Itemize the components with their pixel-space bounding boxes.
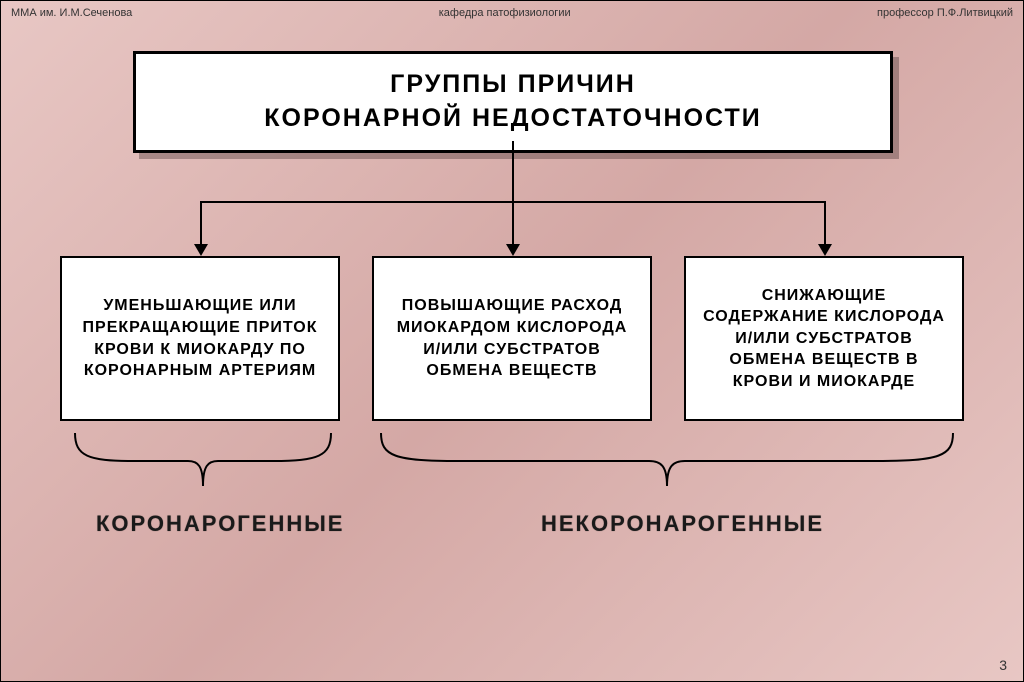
title-line-2: КОРОНАРНОЙ НЕДОСТАТОЧНОСТИ	[146, 102, 880, 136]
header-right: профессор П.Ф.Литвицкий	[877, 7, 1013, 19]
title-line-1: ГРУППЫ ПРИЧИН	[146, 68, 880, 102]
category-label-right: НЕКОРОНАРОГЕННЫЕ	[541, 511, 824, 537]
child-box-3: СНИЖАЮЩИЕ СОДЕРЖАНИЕ КИСЛОРОДА И/ИЛИ СУБ…	[684, 256, 964, 421]
category-label-left: КОРОНАРОГЕННЫЕ	[96, 511, 344, 537]
children-row: УМЕНЬШАЮЩИЕ ИЛИ ПРЕКРАЩАЮЩИЕ ПРИТОК КРОВ…	[1, 256, 1023, 421]
connector-stem	[512, 141, 514, 201]
child-box-2: ПОВЫШАЮЩИЕ РАСХОД МИОКАРДОМ КИСЛОРОДА И/…	[372, 256, 652, 421]
arrowhead-2	[506, 244, 520, 256]
connector-drop-2	[512, 201, 514, 245]
page-number: 3	[999, 657, 1007, 673]
brace-right	[379, 431, 955, 491]
brace-left	[73, 431, 333, 491]
connector-drop-1	[200, 201, 202, 245]
child-box-1: УМЕНЬШАЮЩИЕ ИЛИ ПРЕКРАЩАЮЩИЕ ПРИТОК КРОВ…	[60, 256, 340, 421]
header: ММА им. И.М.Сеченова кафедра патофизиоло…	[1, 1, 1023, 25]
slide: ММА им. И.М.Сеченова кафедра патофизиоло…	[0, 0, 1024, 682]
arrowhead-1	[194, 244, 208, 256]
arrowhead-3	[818, 244, 832, 256]
header-left: ММА им. И.М.Сеченова	[11, 7, 132, 19]
connector-drop-3	[824, 201, 826, 245]
title-box: ГРУППЫ ПРИЧИН КОРОНАРНОЙ НЕДОСТАТОЧНОСТИ	[133, 51, 893, 153]
header-center: кафедра патофизиологии	[439, 7, 571, 19]
